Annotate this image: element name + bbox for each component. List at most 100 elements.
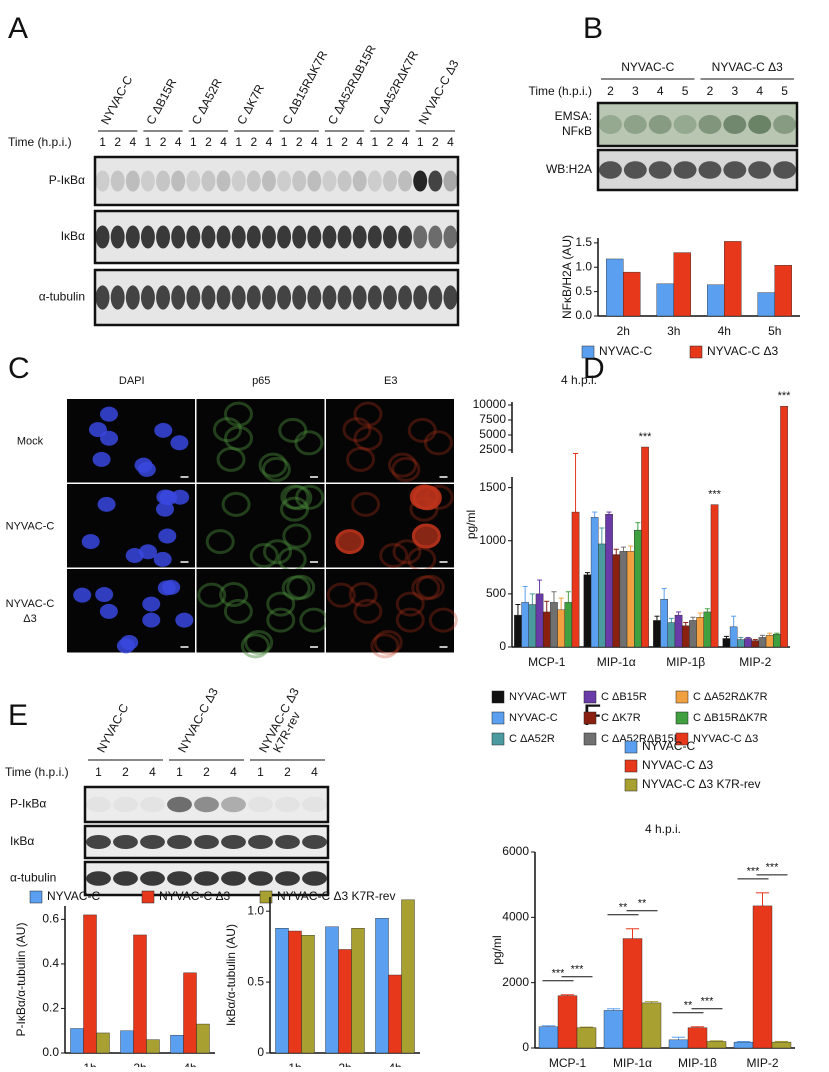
band (201, 170, 216, 192)
cell (415, 574, 445, 600)
band (413, 285, 428, 310)
cell (342, 417, 372, 443)
y-tick-label: 1000 (479, 533, 506, 547)
lane-label: NYVAC-C (98, 73, 135, 127)
bar (623, 271, 641, 317)
cell (142, 612, 161, 628)
x-tick-label: MIP-1α (613, 1056, 652, 1067)
band (367, 170, 382, 192)
bar (656, 283, 674, 317)
cell (154, 422, 173, 438)
band (413, 225, 428, 249)
legend-label: C ΔA52RΔK7R (693, 691, 768, 703)
band (216, 170, 231, 192)
cell (326, 582, 356, 608)
y-tick-label: 1.0 (247, 903, 264, 917)
bar (583, 574, 592, 648)
x-tick-label: 1h (83, 1061, 96, 1067)
y-axis-label: NFκB/H2A (AU) (560, 235, 574, 319)
cell (171, 489, 190, 505)
time: 2 (122, 765, 129, 779)
bar (689, 620, 697, 648)
cell (411, 523, 441, 549)
legend-label: NYVAC-C Δ3 (159, 889, 230, 903)
cell (392, 539, 422, 565)
band (171, 225, 186, 249)
cell (280, 484, 310, 510)
legend-label: NYVAC-C Δ3 (707, 344, 778, 358)
bar (612, 554, 621, 648)
bar (729, 626, 738, 648)
band (698, 115, 722, 134)
time: 1 (281, 135, 288, 149)
cell (170, 435, 189, 451)
band (428, 170, 443, 192)
bar (288, 930, 302, 1054)
band (413, 170, 428, 192)
y-tick-label: 10000 (473, 397, 507, 411)
blot (93, 155, 460, 207)
row-label: Mock (17, 435, 44, 447)
band (231, 225, 246, 249)
y-tick-label: 1.5 (575, 235, 592, 249)
time: 1 (235, 135, 242, 149)
band (86, 796, 111, 813)
band (307, 225, 322, 249)
annotation: *** (766, 862, 780, 874)
band (428, 285, 443, 310)
lane-label: NYVAC-C (94, 701, 131, 755)
cell (223, 598, 253, 624)
cell (283, 485, 313, 511)
legend-label: NYVAC-C Δ3 (693, 733, 758, 745)
y-tick-label: 6000 (502, 844, 529, 858)
time: 2 (250, 135, 257, 149)
time: 5 (682, 84, 689, 98)
y-axis-label: pg/ml (490, 935, 504, 964)
cell (379, 542, 409, 568)
cell (407, 417, 437, 443)
cell (395, 591, 425, 617)
time: 4 (756, 84, 763, 98)
x-tick-label: 2h (133, 1061, 146, 1067)
bar (542, 611, 551, 648)
band (194, 796, 219, 813)
x-tick-label: MIP-1β (678, 1056, 717, 1067)
band (95, 225, 110, 249)
cell (353, 598, 383, 624)
band (382, 285, 397, 310)
band (156, 170, 171, 192)
band (140, 170, 155, 192)
legend-swatch (141, 890, 155, 904)
time: 2 (707, 84, 714, 98)
row-label: P-IκBα (10, 797, 46, 811)
legend-swatch (675, 711, 689, 725)
cell (81, 534, 100, 550)
time: 4 (129, 135, 136, 149)
bar (641, 1002, 662, 1049)
bar (521, 602, 529, 648)
bar (673, 252, 691, 317)
cell (261, 456, 291, 482)
band (125, 285, 140, 310)
bar (773, 634, 781, 648)
time: 1 (371, 135, 378, 149)
legend-swatch (29, 890, 43, 904)
legend-label: NYVAC-C Δ3 K7R-rev (642, 777, 760, 791)
time-label: Time (h.p.i.) (8, 135, 72, 149)
band (698, 161, 722, 179)
cell (278, 417, 308, 443)
legend-swatch (581, 345, 595, 359)
y-tick-label: 0 (257, 1045, 264, 1059)
band (248, 834, 273, 850)
lane-label: C ΔA52RΔK7R (370, 48, 421, 127)
band (352, 285, 367, 310)
band (748, 115, 772, 134)
micrograph (326, 569, 454, 653)
annotation: *** (708, 489, 722, 501)
row-label: α-tubulin (39, 290, 85, 304)
cell (411, 575, 441, 601)
bar (774, 265, 792, 317)
band (248, 796, 273, 813)
time: 1 (257, 765, 264, 779)
bar (598, 543, 606, 648)
